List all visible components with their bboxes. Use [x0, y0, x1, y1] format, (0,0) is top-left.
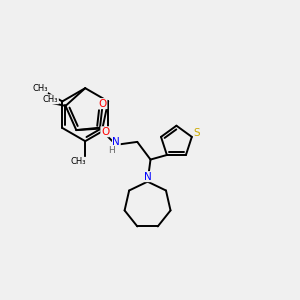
- Text: O: O: [99, 99, 107, 109]
- Text: O: O: [101, 127, 109, 137]
- Text: N: N: [112, 137, 120, 147]
- Text: CH₃: CH₃: [32, 84, 48, 93]
- Text: CH₃: CH₃: [71, 157, 86, 166]
- Text: S: S: [194, 128, 200, 138]
- Text: CH₃: CH₃: [43, 95, 58, 104]
- Text: H: H: [108, 146, 114, 154]
- Text: N: N: [144, 172, 152, 182]
